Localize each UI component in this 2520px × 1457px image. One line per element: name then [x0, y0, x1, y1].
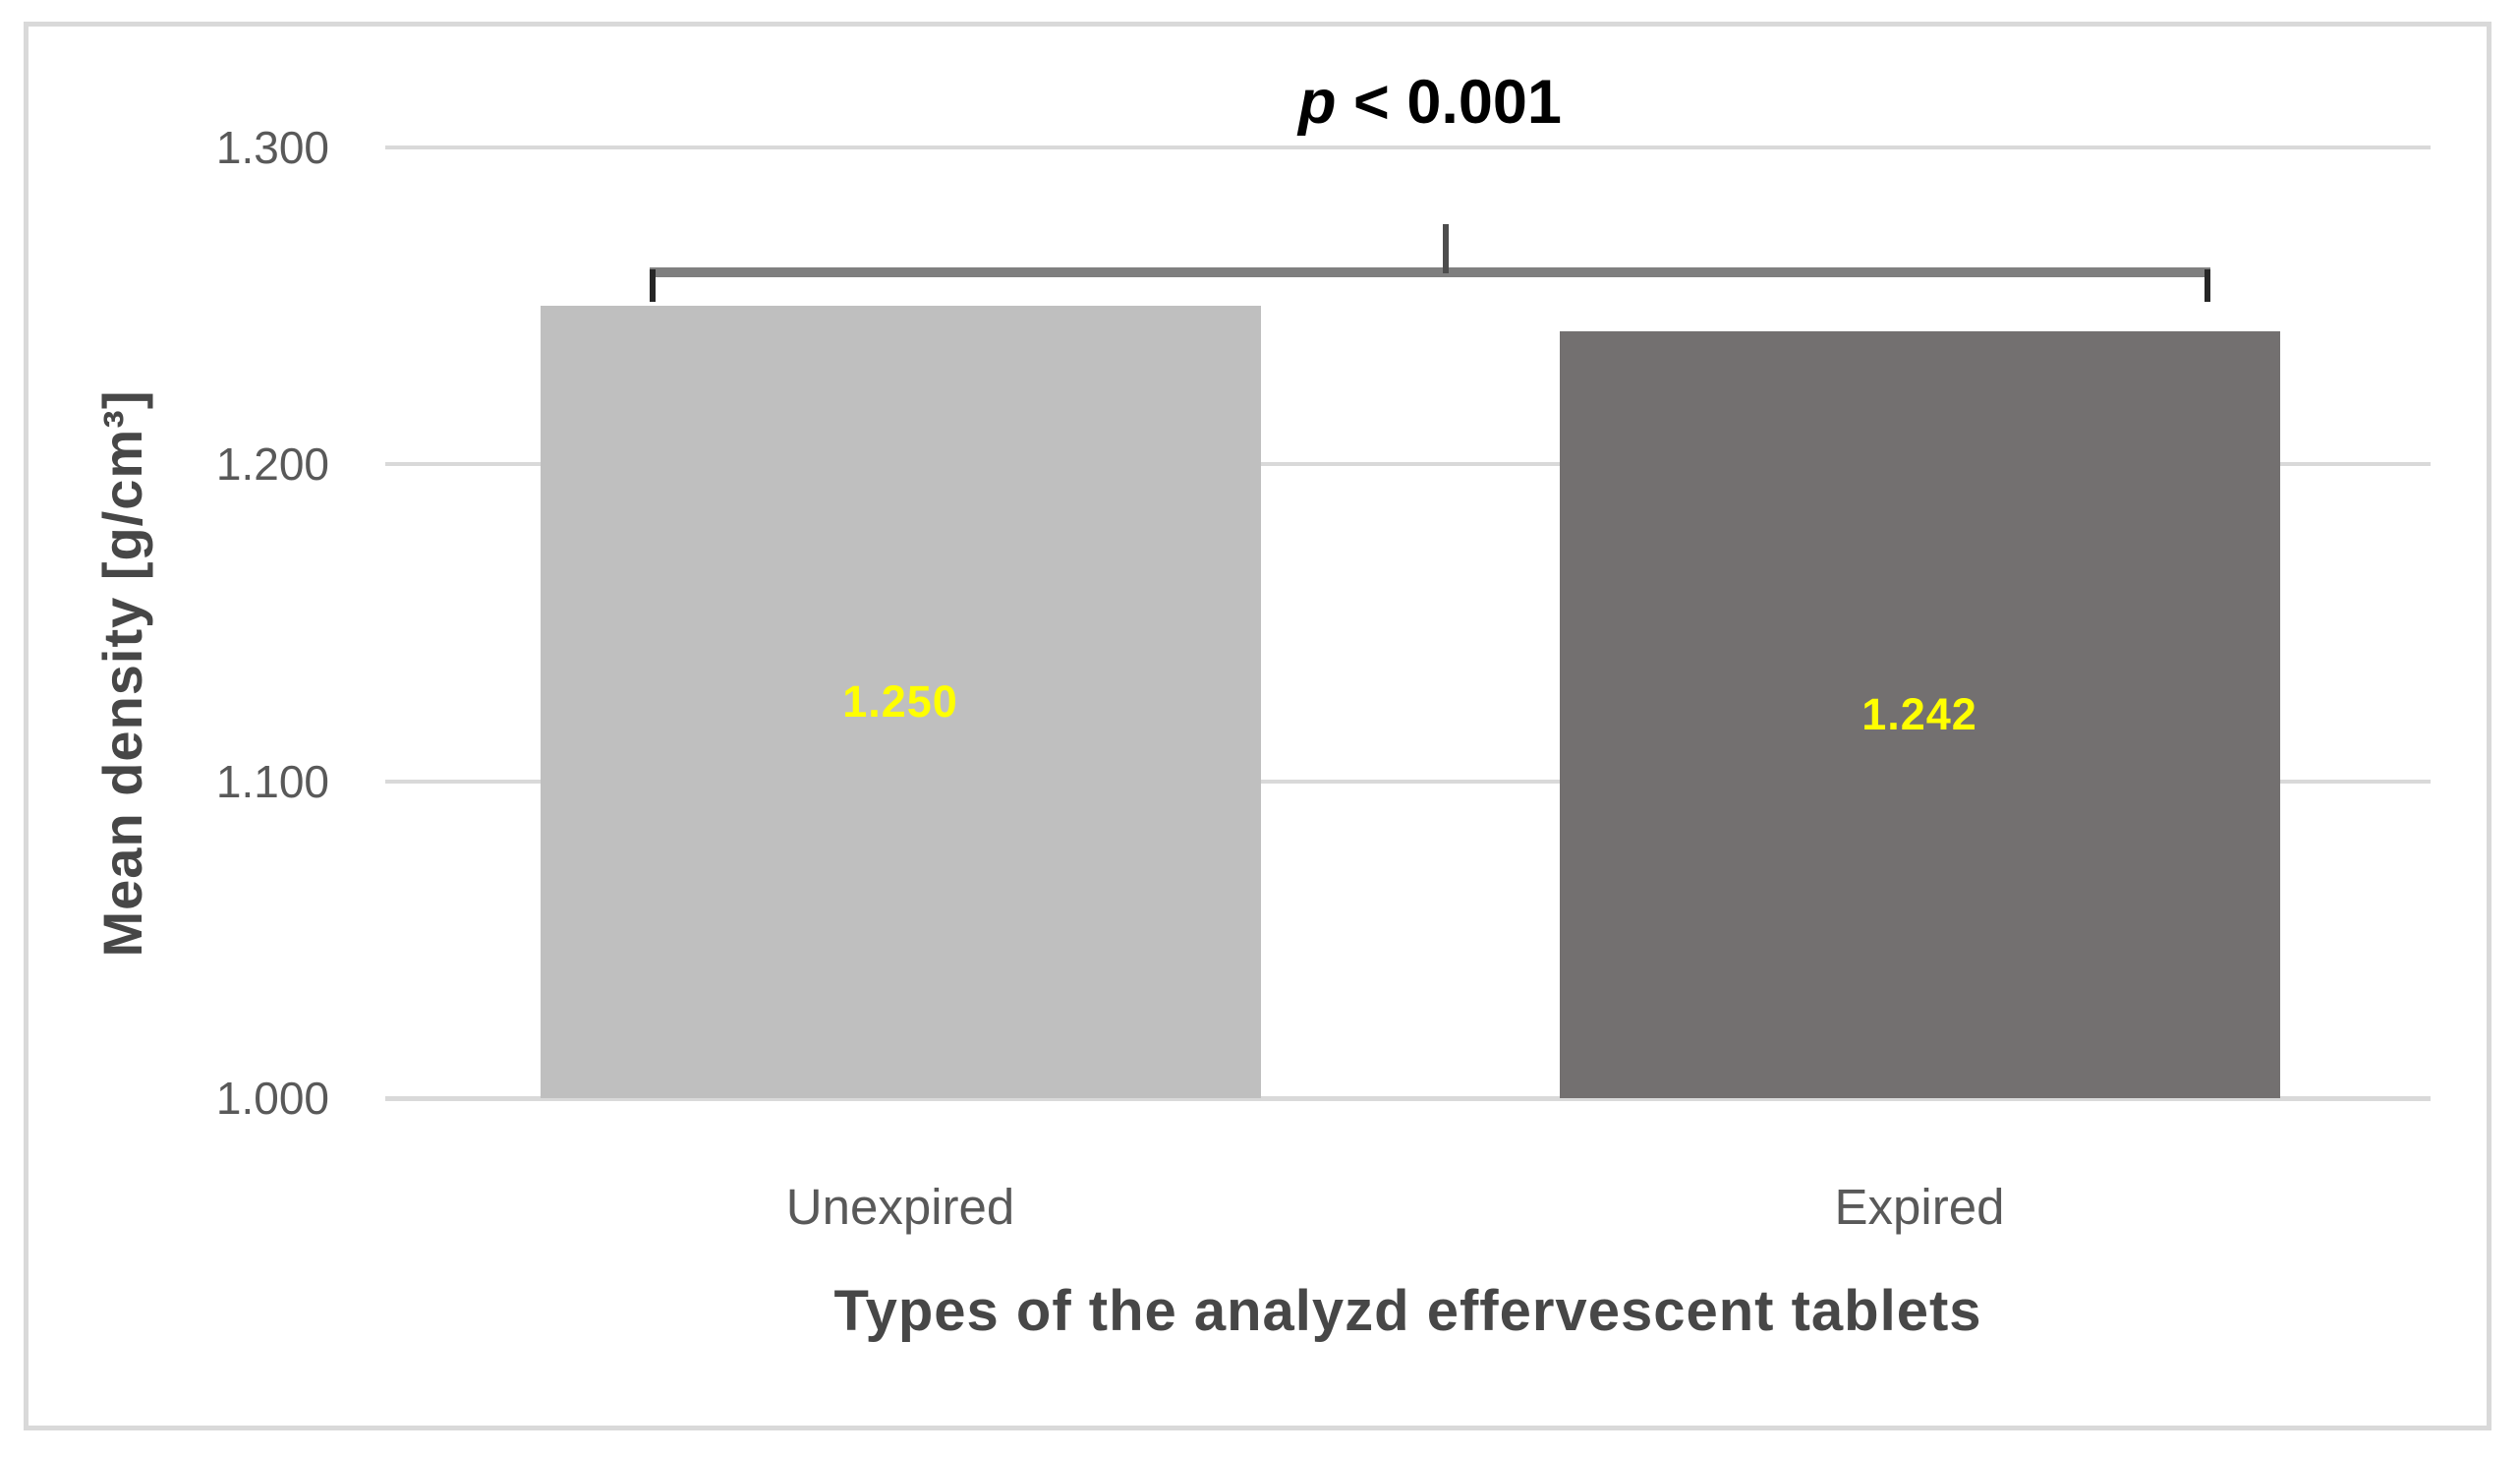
p-value-annotation: p < 0.001 — [644, 67, 2216, 138]
category-label-unexpired: Unexpired — [785, 1179, 1015, 1235]
gridline-1300 — [385, 146, 2431, 149]
gridline-1200 — [385, 462, 2431, 466]
bar-value-label-unexpired: 1.250 — [842, 676, 958, 728]
gridline-1100 — [385, 780, 2431, 784]
x-axis-title: Types of the analyzd effervescent tablet… — [833, 1279, 1982, 1343]
y-axis-title: Mean density [g/cm³] — [91, 389, 153, 958]
bar-expired: 1.242 — [1559, 330, 2280, 1098]
bar-unexpired: 1.250 — [540, 306, 1261, 1098]
p-value-text: < 0.001 — [1336, 68, 1562, 137]
x-axis-line — [385, 1096, 2431, 1101]
ytick-label-1300: 1.300 — [215, 122, 329, 173]
ytick-label-1100: 1.100 — [215, 756, 329, 807]
ytick-label-1000: 1.000 — [215, 1073, 329, 1124]
p-symbol: p — [1298, 68, 1337, 137]
bar-value-label-expired: 1.242 — [1861, 688, 1977, 739]
ytick-label-1200: 1.200 — [215, 438, 329, 490]
category-label-expired: Expired — [1834, 1179, 2005, 1235]
